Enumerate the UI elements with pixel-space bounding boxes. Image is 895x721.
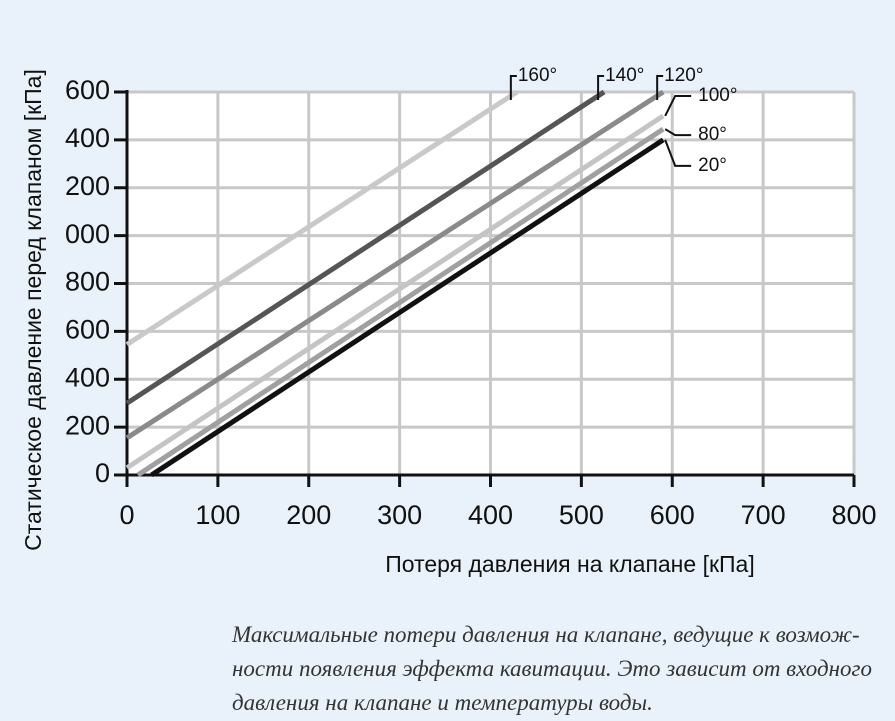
y-tick-label: 600	[65, 75, 110, 105]
label-leader	[664, 128, 692, 137]
y-axis-title: Статическое давление перед клапаном [кПа…	[20, 69, 46, 551]
label-leader	[597, 75, 605, 100]
x-tick-label: 0	[119, 500, 134, 530]
x-axis-title: Потеря давления на клапане [кПа]	[385, 551, 754, 577]
x-tick-label: 600	[650, 500, 695, 530]
y-tick-label: 200	[65, 410, 110, 440]
label-leader	[656, 75, 664, 100]
label-leader	[664, 94, 692, 117]
series-label: 140°	[605, 65, 644, 86]
series-label: 80°	[698, 124, 727, 145]
y-tick-label: 200	[65, 171, 110, 201]
x-tick-label: 100	[195, 500, 240, 530]
series-label: 120°	[664, 65, 703, 86]
y-tick-label: 000	[65, 219, 110, 249]
y-tick-label: 800	[65, 267, 110, 297]
label-leader	[509, 75, 517, 100]
caption-line: Максимальные потери давления на клапане,…	[231, 622, 860, 647]
caption-line: ности появления эффекта кавитации. Это з…	[232, 656, 872, 681]
series-label: 20°	[698, 155, 727, 176]
series-label: 160°	[518, 65, 557, 86]
x-tick-label: 700	[741, 500, 786, 530]
y-tick-label: 400	[65, 123, 110, 153]
x-tick-label: 300	[377, 500, 422, 530]
y-tick-label: 0	[95, 458, 110, 488]
series-line	[125, 89, 665, 440]
y-tick-label: 600	[65, 315, 110, 345]
series-label: 100°	[698, 85, 737, 106]
x-tick-label: 400	[468, 500, 513, 530]
y-tick-label: 400	[65, 362, 110, 392]
series-line	[125, 113, 665, 470]
series-line	[150, 137, 665, 478]
caption-line: давления на клапане и температуры воды.	[232, 690, 653, 715]
series-line	[125, 89, 606, 406]
x-tick-label: 200	[286, 500, 331, 530]
series-line	[125, 89, 519, 347]
label-leader	[664, 139, 692, 167]
x-tick-label: 500	[559, 500, 604, 530]
x-tick-label: 800	[831, 500, 876, 530]
series-line	[136, 127, 665, 478]
